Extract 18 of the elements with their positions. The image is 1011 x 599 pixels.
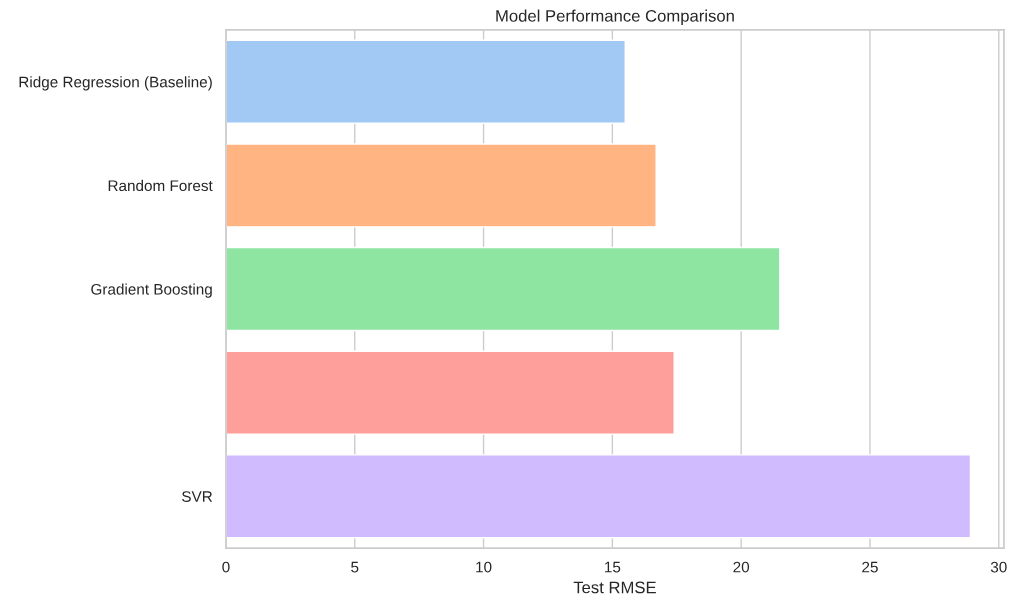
bar <box>225 350 675 435</box>
x-tick-label: 20 <box>733 561 750 573</box>
chart-title: Model Performance Comparison <box>496 9 734 26</box>
y-tick-label: Gradient Boosting <box>91 283 212 298</box>
x-axis-title: Test RMSE <box>573 581 656 594</box>
y-tick-label: Ridge Regression (Baseline) <box>19 76 212 91</box>
x-tick-label: 25 <box>862 561 878 573</box>
bar <box>225 246 781 332</box>
bar <box>225 39 626 124</box>
bar <box>225 143 657 228</box>
x-tick-label: 15 <box>605 561 621 573</box>
x-tick-label: 5 <box>351 561 359 573</box>
x-tick-label: 30 <box>990 561 1007 573</box>
bar <box>225 454 972 539</box>
y-tick-label: Random Forest <box>108 179 213 192</box>
y-tick-label: SVR <box>182 491 213 502</box>
x-tick-label: 10 <box>476 561 492 573</box>
x-tick-label: 0 <box>222 561 230 573</box>
